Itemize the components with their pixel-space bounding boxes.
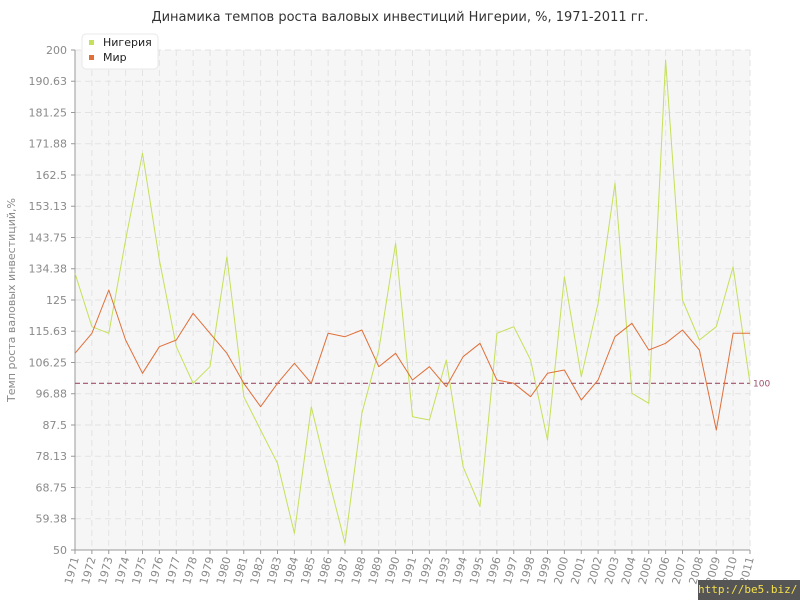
legend-swatch bbox=[89, 40, 94, 45]
y-tick-label: 106.25 bbox=[29, 357, 68, 370]
y-tick-label: 125 bbox=[46, 294, 67, 307]
y-tick-label: 59.38 bbox=[36, 513, 68, 526]
legend-box bbox=[81, 33, 159, 70]
y-tick-label: 153.13 bbox=[29, 200, 68, 213]
y-axis-ticks: 50 59.38 68.75 78.13 87.5 96.88 106.25 115.63 12… bbox=[29, 44, 75, 557]
series-group bbox=[74, 59, 751, 544]
y-tick-label: 96.88 bbox=[36, 388, 68, 401]
y-tick-label: 68.75 bbox=[36, 482, 68, 495]
x-axis-ticks: 1971197219731974197519761977197819791980… bbox=[62, 550, 757, 586]
y-tick-label: 190.63 bbox=[29, 75, 68, 88]
reference-line-group: 100 bbox=[75, 379, 770, 389]
y-axis-label: Темп роста валовых инвестиций,% bbox=[5, 198, 18, 403]
grid bbox=[74, 49, 751, 550]
y-tick-label: 50 bbox=[53, 544, 67, 557]
y-tick-label: 162.5 bbox=[36, 169, 68, 182]
chart-title: Динамика темпов роста валовых инвестиций… bbox=[151, 10, 649, 25]
legend-entry-label[interactable]: Нигерия bbox=[103, 36, 152, 49]
y-tick-label: 200 bbox=[46, 44, 67, 57]
legend: Нигерия Мир bbox=[81, 33, 159, 70]
y-tick-label: 87.5 bbox=[43, 419, 68, 432]
watermark-link[interactable]: http://be5.biz/ bbox=[698, 580, 800, 600]
axes bbox=[74, 50, 750, 551]
y-tick-label: 78.13 bbox=[36, 450, 68, 463]
series-line bbox=[74, 289, 750, 431]
legend-entry-label[interactable]: Мир bbox=[103, 51, 127, 64]
reference-line-label: 100 bbox=[753, 379, 770, 389]
series-line bbox=[74, 59, 751, 544]
y-tick-label: 181.25 bbox=[29, 107, 68, 120]
y-tick-label: 134.38 bbox=[29, 263, 68, 276]
legend-swatch bbox=[89, 55, 94, 60]
y-tick-label: 171.88 bbox=[29, 138, 68, 151]
y-tick-label: 115.63 bbox=[29, 325, 68, 338]
y-tick-label: 143.75 bbox=[29, 232, 68, 245]
